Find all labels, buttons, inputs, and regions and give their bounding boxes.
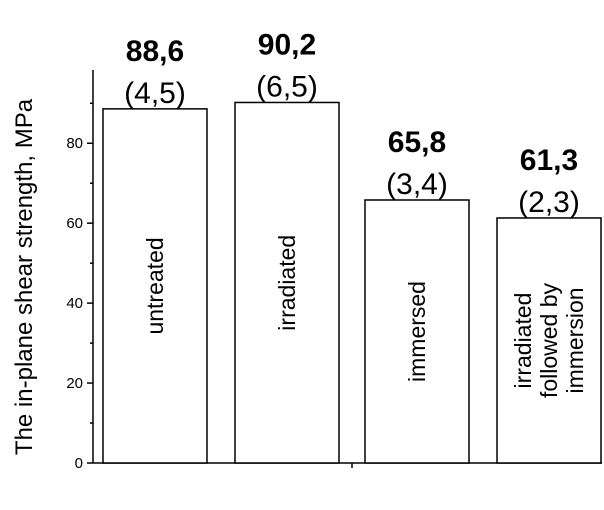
y-tick-label: 40 [66, 295, 83, 312]
category-label: irradiatedfollowed byimmersion [510, 282, 588, 398]
value-label: 65,8 [388, 126, 446, 159]
bar [234, 101, 340, 464]
sd-label: (6,5) [256, 70, 318, 103]
value-label: 61,3 [520, 144, 578, 177]
sd-label: (4,5) [124, 77, 186, 110]
y-tick-label: 20 [66, 375, 83, 392]
y-ticks: 0 20 40 60 80 [66, 102, 353, 472]
category-label: immersed [404, 281, 430, 382]
value-label: 88,6 [126, 35, 184, 68]
y-axis-label: The in-plane shear strength, MPa [11, 98, 38, 455]
category-label: irradiated [274, 235, 300, 331]
bar [102, 108, 208, 464]
sd-label: (2,3) [518, 186, 580, 219]
bar [364, 199, 470, 464]
y-tick-label: 80 [66, 135, 83, 152]
y-tick-label: 60 [66, 215, 83, 232]
category-label: untreated [142, 237, 168, 334]
value-label: 90,2 [258, 28, 316, 61]
bar [496, 217, 602, 464]
y-tick-label: 0 [75, 455, 83, 472]
sd-label: (3,4) [386, 168, 448, 201]
bars: 88,6 (4,5) untreated 90,2 (6,5) irradiated 65,… [102, 28, 602, 464]
